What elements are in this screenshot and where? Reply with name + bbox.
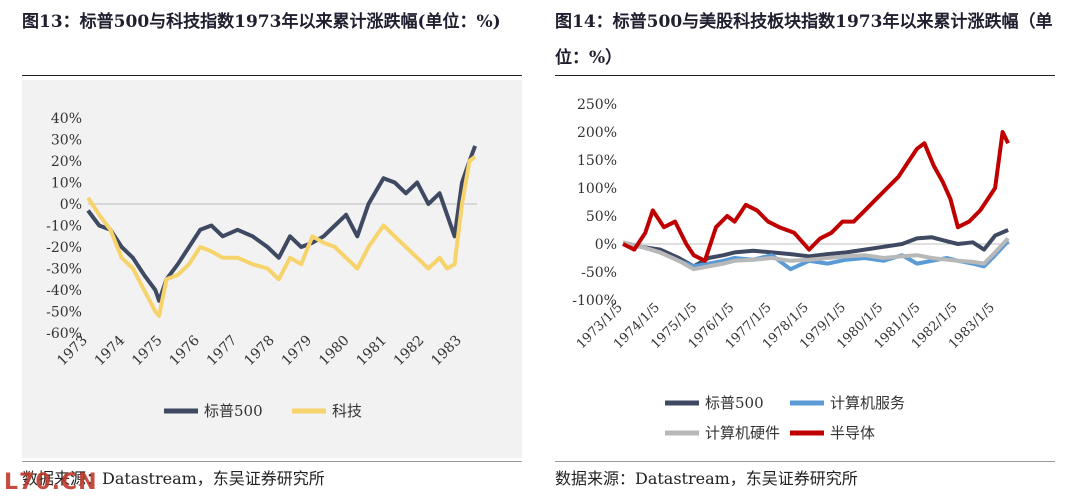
x-tick-label: 1979: [279, 333, 316, 370]
y-tick-label: -50%: [46, 305, 82, 321]
y-tick-label: -20%: [46, 240, 82, 256]
left-figure-title: 图13：标普500与科技指数1973年以来累计涨跌幅(单位：%): [22, 12, 501, 32]
legend-label: 半导体: [830, 424, 875, 442]
legend-label: 科技: [332, 402, 362, 420]
y-tick-label: 100%: [577, 181, 617, 197]
right-title-rule: [555, 75, 1055, 76]
y-tick-label: 0%: [595, 237, 617, 253]
y-tick-label: 40%: [51, 111, 82, 127]
legend-label: 计算机硬件: [705, 424, 780, 442]
x-tick-label: 1976: [167, 332, 204, 369]
y-tick-label: 250%: [577, 97, 617, 113]
y-tick-label: 150%: [577, 153, 617, 169]
x-tick-label: 1980: [316, 333, 353, 370]
y-tick-label: 20%: [51, 154, 82, 170]
left-line-chart: 40% 30% 20% 10% 0% -10% -20% -30% -40% -50% -60% 19…: [46, 111, 477, 420]
right-bottom-rule: [555, 461, 1055, 462]
legend-label: 标普500: [204, 402, 263, 420]
x-tick-label: 1982: [391, 333, 428, 370]
series-line-2: [622, 237, 1010, 272]
x-tick-label: 1977: [204, 333, 241, 370]
y-tick-label: -10%: [46, 219, 82, 235]
legend-label: 标普500: [705, 394, 764, 412]
y-tick-label: -100%: [572, 293, 617, 309]
legend-label: 计算机服务: [830, 394, 905, 412]
left-bottom-rule: [22, 461, 522, 462]
x-tick-label: 1974: [92, 332, 129, 369]
right-figure-title: 图14：标普500与美股科技板块指数1973年以来累计涨跌幅（单位：%）: [555, 12, 1053, 68]
left-figure: 图13：标普500与科技指数1973年以来累计涨跌幅(单位：%) 40% 30% 2…: [22, 0, 522, 504]
right-chart-background: [555, 80, 1055, 458]
y-tick-label: 30%: [51, 133, 82, 149]
y-tick-label: -50%: [581, 265, 617, 281]
watermark-logo: L70.CN: [4, 470, 98, 495]
right-line-chart: 250%200%150%100%50%0%-50%-100%1973/1/519…: [572, 97, 1010, 442]
right-source-note: 数据来源：Datastream，东吴证券研究所: [555, 469, 858, 488]
series-line-1: [86, 155, 477, 318]
series-line-0: [86, 145, 477, 303]
y-tick-label: 10%: [51, 176, 82, 192]
y-tick-label: 50%: [586, 209, 617, 225]
y-tick-label: -40%: [46, 283, 82, 299]
y-tick-label: 0%: [60, 197, 82, 213]
x-tick-label: 1978: [241, 333, 278, 370]
y-tick-label: -30%: [46, 262, 82, 278]
left-source-note: 数据来源：Datastream，东吴证券研究所: [22, 469, 325, 488]
x-tick-label: 1983: [428, 333, 465, 370]
right-figure: 图14：标普500与美股科技板块指数1973年以来累计涨跌幅（单位：%） 250…: [555, 0, 1055, 504]
x-tick-label: 1981: [354, 333, 391, 370]
left-title-rule: [22, 75, 522, 76]
x-tick-label: 1975: [129, 333, 166, 370]
y-tick-label: -60%: [46, 326, 82, 342]
series-line-3: [622, 130, 1010, 263]
left-chart-background: [22, 80, 522, 458]
y-tick-label: 200%: [577, 125, 617, 141]
